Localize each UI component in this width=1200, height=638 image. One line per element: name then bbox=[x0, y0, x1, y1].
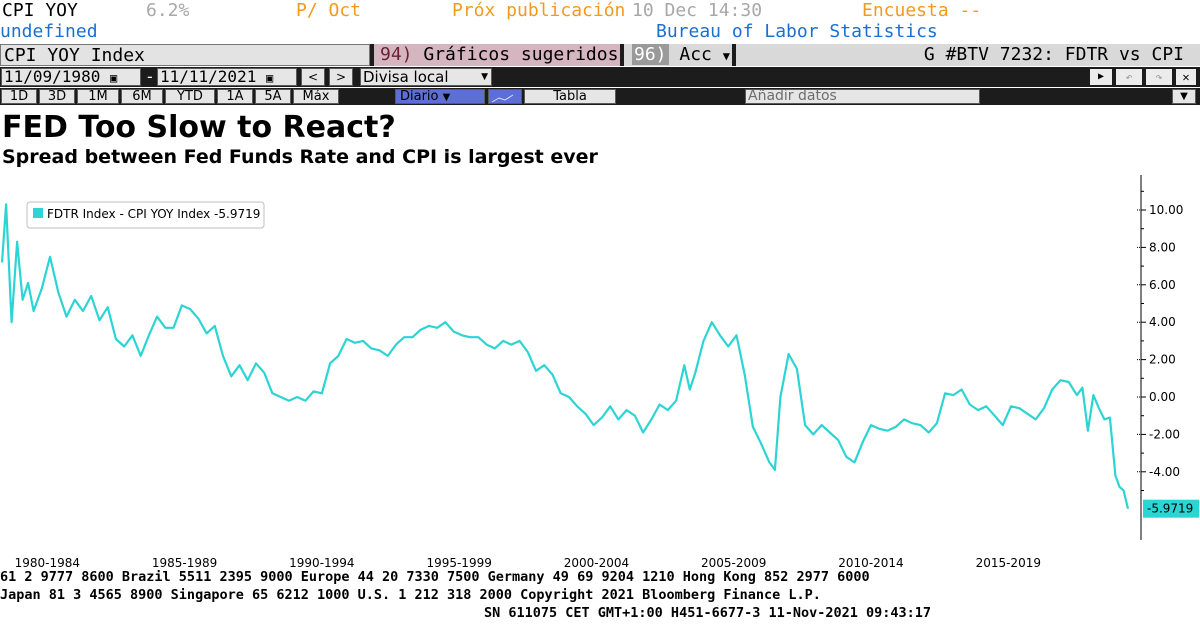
y-tick-label: 8.00 bbox=[1149, 240, 1176, 254]
chevron-right-icon: > bbox=[335, 70, 347, 84]
end-date-input[interactable]: 11/11/2021 ▣ bbox=[157, 68, 297, 86]
x-tick-label: 1990-1994 bbox=[289, 556, 354, 570]
legend-swatch bbox=[33, 208, 43, 218]
footer-line-1: 61 2 9777 8600 Brazil 5511 2395 9000 Eur… bbox=[0, 569, 870, 585]
prev-period-button[interactable]: < bbox=[301, 68, 325, 86]
period-label: Máx bbox=[302, 89, 330, 104]
last-value: 6.2% bbox=[146, 0, 190, 21]
next-period-button[interactable]: > bbox=[329, 68, 353, 86]
chevron-down-icon: ▼ bbox=[481, 72, 488, 82]
y-tick-label: 2.00 bbox=[1149, 353, 1176, 367]
period-button-máx[interactable]: Máx bbox=[293, 89, 339, 104]
frequency-value: Diario bbox=[400, 89, 439, 104]
y-tick-label: 4.00 bbox=[1149, 315, 1176, 329]
spread-line-chart: 10.00 8.00 6.00 4.00 2.00 0.00 -2.00 -4.00 1980-… bbox=[0, 175, 1199, 570]
footer-line-2: Japan 81 3 4565 8900 Singapore 65 6212 1… bbox=[0, 587, 821, 603]
x-tick-label: 1980-1984 bbox=[15, 556, 80, 570]
start-date-value: 11/09/1980 bbox=[4, 68, 101, 86]
security-field[interactable]: CPI YOY Index bbox=[0, 44, 370, 66]
x-tick-label: 2015-2019 bbox=[976, 556, 1041, 570]
last-value-box bbox=[1143, 499, 1199, 518]
undefined-label: undefined bbox=[0, 21, 98, 42]
y-tick-label: 6.00 bbox=[1149, 278, 1176, 292]
frequency-select[interactable]: Diario ▼ bbox=[395, 89, 485, 104]
period-label: 1M bbox=[88, 89, 108, 104]
x-tick-label: 1995-1999 bbox=[426, 556, 491, 570]
line-chart-icon bbox=[491, 94, 514, 103]
period-button-5a[interactable]: 5A bbox=[255, 89, 291, 104]
start-date-input[interactable]: 11/09/1980 ▣ bbox=[1, 68, 141, 86]
last-value-label: -5.9719 bbox=[1147, 502, 1193, 516]
ticker-label: CPI YOY bbox=[2, 0, 78, 21]
x-tick-label: 2010-2014 bbox=[838, 556, 903, 570]
security-name: CPI YOY Index bbox=[4, 45, 145, 66]
close-icon[interactable]: ✕ bbox=[1176, 69, 1196, 85]
period-button-3d[interactable]: 3D bbox=[39, 89, 75, 104]
table-button[interactable]: Tabla bbox=[524, 89, 616, 104]
actions-menu[interactable]: 96) Acc ▼ bbox=[624, 44, 732, 66]
next-release-value: 10 Dec 14:30 bbox=[632, 0, 763, 21]
period-label: YTD bbox=[177, 89, 203, 104]
chart-type-icon[interactable] bbox=[488, 89, 522, 104]
undo-icon[interactable]: ↶ bbox=[1116, 69, 1142, 85]
security-header: CPI YOY 6.2% P/ Oct Próx publicación 10 … bbox=[0, 0, 1200, 42]
function-title: G #BTV 7232: FDTR vs CPI bbox=[736, 44, 1200, 66]
table-label: Tabla bbox=[553, 89, 587, 104]
actions-label: Acc bbox=[679, 44, 712, 65]
menu-down-icon: ▼ bbox=[1180, 91, 1188, 102]
date-toolbar: 11/09/1980 ▣ - 11/11/2021 ▣ < > Divisa l… bbox=[0, 67, 1200, 87]
date-separator: - bbox=[145, 67, 155, 86]
y-tick-label: 10.00 bbox=[1149, 203, 1183, 217]
spread-series-line bbox=[0, 203, 1130, 509]
currency-select[interactable]: Divisa local ▼ bbox=[360, 68, 492, 86]
period-button-1d[interactable]: 1D bbox=[1, 89, 37, 104]
play-icon[interactable]: ▶ bbox=[1090, 69, 1112, 85]
period-toolbar: 1D 3D 1M 6M YTD 1A 5A Máx Diario ▼ Tabla Añadir… bbox=[0, 88, 1200, 105]
period-label: 3D bbox=[47, 89, 67, 104]
chart-title: FED Too Slow to React? bbox=[2, 110, 396, 145]
period-label: 5A bbox=[264, 89, 282, 104]
y-tick-label: -2.00 bbox=[1149, 427, 1180, 441]
y-tick-label: -4.00 bbox=[1149, 465, 1180, 479]
end-date-value: 11/11/2021 bbox=[160, 68, 257, 86]
currency-value: Divisa local bbox=[363, 68, 449, 86]
add-data-placeholder: Añadir datos bbox=[748, 89, 837, 104]
source-label: Bureau of Labor Statistics bbox=[656, 21, 938, 42]
legend-label: FDTR Index - CPI YOY Index -5.9719 bbox=[47, 207, 260, 221]
y-tick-label: 0.00 bbox=[1149, 390, 1176, 404]
period-label: 6M bbox=[132, 89, 152, 104]
period-label: 1D bbox=[9, 89, 29, 104]
chevron-down-icon: ▼ bbox=[722, 49, 730, 63]
add-data-input[interactable]: Añadir datos bbox=[745, 89, 980, 104]
x-tick-label: 2000-2004 bbox=[564, 556, 629, 570]
period-label: P/ Oct bbox=[296, 0, 362, 21]
security-toolbar: CPI YOY Index 94) Gráficos sugeridos 96)… bbox=[0, 44, 1200, 66]
chart-subtitle: Spread between Fed Funds Rate and CPI is… bbox=[2, 146, 598, 168]
period-button-6m[interactable]: 6M bbox=[121, 89, 163, 104]
calendar-icon[interactable]: ▣ bbox=[265, 71, 274, 85]
survey-label: Encuesta -- bbox=[862, 0, 982, 21]
actions-number: 96) bbox=[632, 44, 669, 65]
calendar-icon[interactable]: ▣ bbox=[109, 71, 118, 85]
next-release-label: Próx publicación bbox=[452, 0, 626, 21]
period-button-1a[interactable]: 1A bbox=[217, 89, 253, 104]
suggested-charts-button[interactable]: 94) Gráficos sugeridos bbox=[374, 44, 620, 66]
suggested-number: 94) bbox=[380, 44, 413, 65]
period-label: 1A bbox=[226, 89, 244, 104]
redo-icon[interactable]: ↷ bbox=[1146, 69, 1172, 85]
period-button-1m[interactable]: 1M bbox=[77, 89, 119, 104]
x-tick-label: 2005-2009 bbox=[701, 556, 766, 570]
x-tick-label: 1985-1989 bbox=[152, 556, 217, 570]
suggested-label: Gráficos sugeridos bbox=[423, 44, 619, 65]
options-menu-button[interactable]: ▼ bbox=[1172, 89, 1196, 104]
period-button-ytd[interactable]: YTD bbox=[165, 89, 215, 104]
chevron-down-icon: ▼ bbox=[442, 92, 451, 103]
footer-line-3: SN 611075 CET GMT+1:00 H451-6677-3 11-No… bbox=[484, 605, 932, 621]
chevron-left-icon: < bbox=[307, 70, 319, 84]
legend-box bbox=[26, 201, 265, 229]
function-title-text: G #BTV 7232: FDTR vs CPI bbox=[923, 44, 1184, 65]
